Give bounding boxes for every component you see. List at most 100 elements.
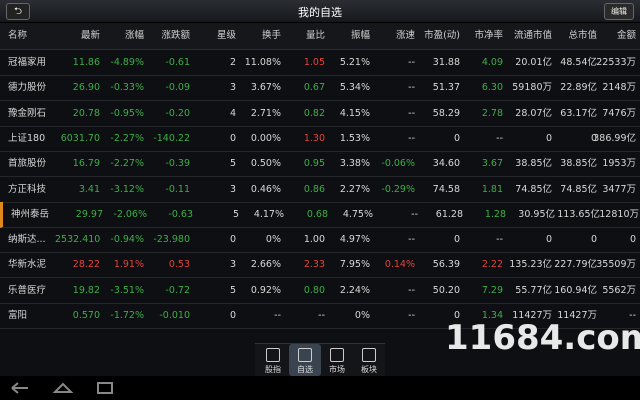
stock-value: -0.29% xyxy=(381,183,415,195)
stock-value: 1.53% xyxy=(339,132,370,144)
stock-name: 豫金刚石 xyxy=(8,107,47,119)
stock-value: 12810万 xyxy=(599,208,639,220)
column-header[interactable]: 量比 xyxy=(305,30,325,41)
stock-value: 38.85亿 xyxy=(515,158,552,170)
stock-value: -0.11 xyxy=(165,183,190,195)
edit-button[interactable]: 编辑 xyxy=(604,3,634,20)
stock-value: 0 xyxy=(590,132,597,144)
nav-icon xyxy=(362,348,376,362)
stock-value: 0% xyxy=(354,310,370,321)
sys-back[interactable] xyxy=(11,382,28,394)
stock-name: 冠福家用 xyxy=(8,57,47,68)
stock-value: 6.30 xyxy=(481,82,503,94)
nav-tab[interactable]: 市场 xyxy=(321,344,353,376)
stock-row[interactable]: 豫金刚石 20.78 -0.95% -0.20 4 2.71% 0.82 4.15% -- 58.… xyxy=(0,101,640,127)
stock-value: 4.75% xyxy=(342,208,373,220)
column-header[interactable]: 市盈(动) xyxy=(424,30,460,41)
stock-value: 0.67 xyxy=(303,82,325,94)
stock-row[interactable]: 冠福家用 11.86 -4.89% -0.61 2 11.08% 1.05 5.21% -- 31… xyxy=(0,50,640,76)
stock-value: 0.570 xyxy=(72,310,100,321)
stock-value: 0% xyxy=(265,234,281,246)
stock-value: 0 xyxy=(453,310,460,321)
stock-value: 0.95 xyxy=(303,158,325,170)
nav-label: 市场 xyxy=(329,365,345,374)
column-header[interactable]: 振幅 xyxy=(350,30,370,41)
stock-value: 26.90 xyxy=(72,82,100,94)
system-icons xyxy=(11,382,113,394)
watermark: 11684.com xyxy=(445,318,640,358)
stock-value: 5.21% xyxy=(339,57,370,68)
column-header[interactable]: 最新 xyxy=(80,30,100,41)
column-header[interactable]: 涨跌额 xyxy=(161,30,190,41)
stock-value: 35509万 xyxy=(596,259,636,271)
column-header[interactable]: 市净率 xyxy=(474,30,503,41)
column-header[interactable]: 换手 xyxy=(261,30,281,41)
back-button[interactable]: ⮌ xyxy=(6,3,30,20)
stock-value: 0 xyxy=(453,132,460,144)
nav-tab[interactable]: 股指 xyxy=(257,344,289,376)
stock-row[interactable]: 乐普医疗 19.82 -3.51% -0.72 5 0.92% 0.80 2.24% -- 50.… xyxy=(0,278,640,304)
stock-value: 22.89亿 xyxy=(560,82,597,94)
stock-value: 3.38% xyxy=(339,158,370,170)
stock-name: 神州泰岳 xyxy=(11,208,50,220)
stock-value: 0 xyxy=(229,310,236,321)
stock-row[interactable]: 方正科技 3.41 -3.12% -0.11 3 0.46% 0.86 2.27% -0.29%… xyxy=(0,177,640,203)
nav-tab[interactable]: 板块 xyxy=(353,344,385,376)
stock-value: 1953万 xyxy=(602,158,636,170)
back-icon: ⮌ xyxy=(13,6,22,17)
column-header[interactable]: 金额 xyxy=(616,30,636,41)
stock-value: 11427万 xyxy=(512,310,552,321)
stock-row[interactable]: 神州泰岳 29.97 -2.06% -0.63 5 4.17% 0.68 4.75% -- 61.… xyxy=(0,201,640,228)
column-header[interactable]: 星级 xyxy=(216,30,236,41)
stock-row[interactable]: 华新水泥 28.22 1.91% 0.53 3 2.66% 2.33 7.95% 0.14% 56… xyxy=(0,252,640,279)
stock-value: 0.50% xyxy=(250,158,281,170)
stock-value: 3 xyxy=(229,82,236,94)
stock-value: 7.95% xyxy=(339,259,370,271)
column-header[interactable]: 涨速 xyxy=(395,30,415,41)
sys-recent[interactable] xyxy=(97,382,113,394)
stock-value: 19.82 xyxy=(72,284,100,296)
stock-value: 2148万 xyxy=(602,82,636,94)
nav-icon xyxy=(298,348,312,362)
stock-value: 0.53 xyxy=(168,259,190,271)
stock-value: 74.58 xyxy=(432,183,460,195)
nav-tab[interactable]: 自选 xyxy=(289,344,321,376)
stock-value: -0.09 xyxy=(165,82,190,94)
stock-value: 0 xyxy=(629,234,636,246)
stock-value: 2.27% xyxy=(339,183,370,195)
column-header[interactable]: 名称 xyxy=(8,30,28,41)
nav-label: 股指 xyxy=(265,365,281,374)
stock-value: 227.79亿 xyxy=(554,259,597,271)
column-header[interactable]: 涨幅 xyxy=(124,30,144,41)
stock-value: -- xyxy=(408,82,415,94)
stock-value: 38.85亿 xyxy=(560,158,597,170)
stock-value: 2.71% xyxy=(250,107,281,119)
nav-label: 板块 xyxy=(361,365,377,374)
stock-value: 30.95亿 xyxy=(518,208,555,220)
stock-value: -0.63 xyxy=(168,208,193,220)
stock-value: 5 xyxy=(232,208,239,220)
stock-value: -- xyxy=(411,208,418,220)
stock-name: 富阳 xyxy=(8,310,28,321)
column-header[interactable]: 总市值 xyxy=(568,30,597,41)
stock-row[interactable]: 德力股份 26.90 -0.33% -0.09 3 3.67% 0.67 5.34% -- 51.… xyxy=(0,75,640,102)
stock-value: 74.85亿 xyxy=(515,183,552,195)
stock-value: 74.85亿 xyxy=(560,183,597,195)
stock-value: 3 xyxy=(229,183,236,195)
nav-icon xyxy=(330,348,344,362)
stock-row[interactable]: 富阳 0.570 -1.72% -0.010 0 -- -- 0% -- 0 1.34 11427万 1… xyxy=(0,303,640,329)
stock-value: 6031.70 xyxy=(60,132,100,144)
stock-value: 0 xyxy=(229,234,236,246)
stock-value: 135.23亿 xyxy=(509,259,552,271)
stock-name: 首旅股份 xyxy=(8,158,47,170)
column-header[interactable]: 流通市值 xyxy=(513,30,552,41)
stock-row[interactable]: 首旅股份 16.79 -2.27% -0.39 5 0.50% 0.95 3.38% -0.06… xyxy=(0,151,640,178)
nav-icon xyxy=(266,348,280,362)
stock-value: 1.34 xyxy=(481,310,503,321)
stock-value: 4.09 xyxy=(481,57,503,68)
stock-value: -2.27% xyxy=(110,158,144,170)
stock-row[interactable]: 纳斯达... 2532.410 -0.94% -23.980 0 0% 1.00 4.97% -… xyxy=(0,227,640,254)
sys-home[interactable] xyxy=(52,382,74,393)
stock-row[interactable]: 上证180 6031.70 -2.27% -140.22 0 0.00% 1.30 1.53%… xyxy=(0,126,640,152)
stock-value: 51.37 xyxy=(432,82,460,94)
